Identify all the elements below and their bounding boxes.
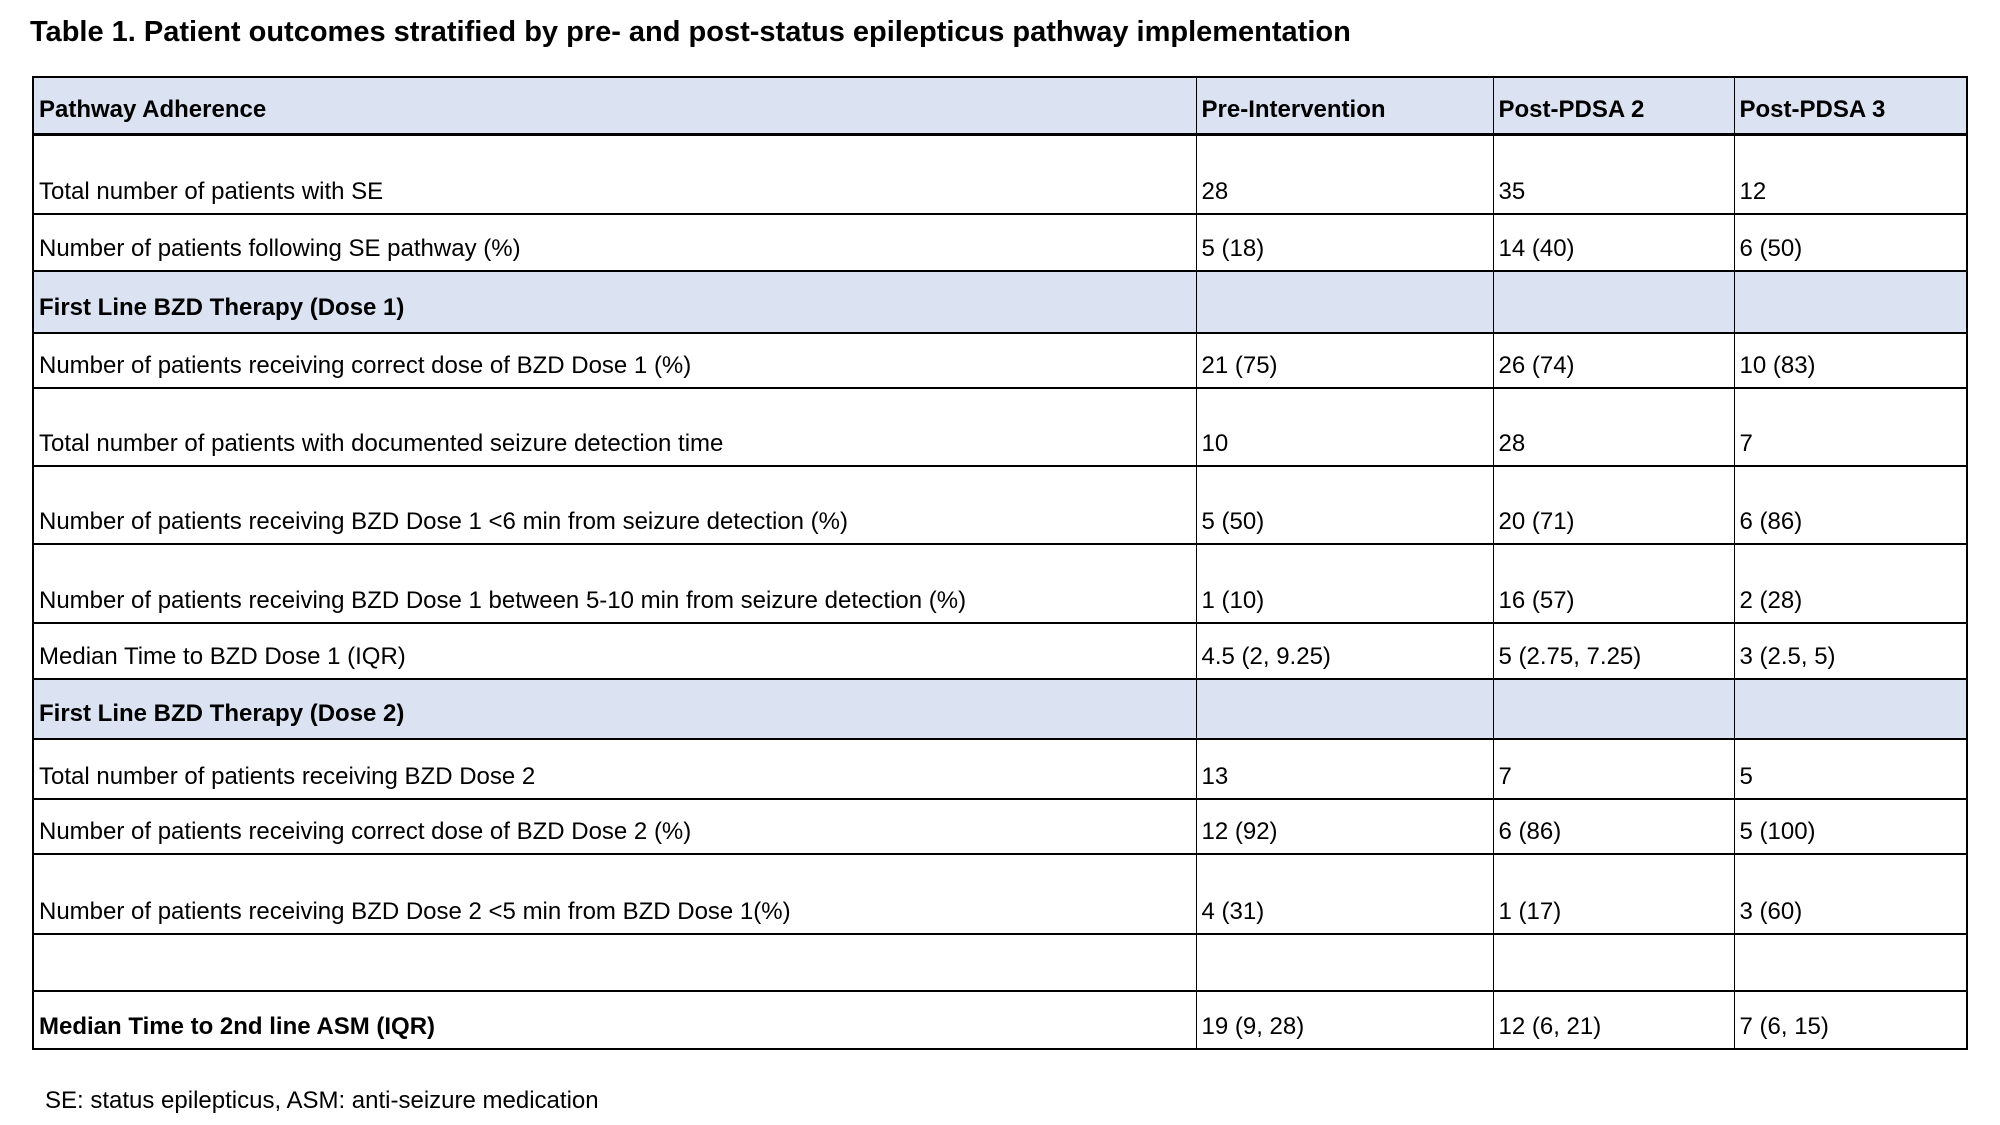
table-row: Number of patients receiving correct dos… (32, 332, 1968, 389)
cell-value: 1 (17) (1492, 853, 1735, 935)
row-label: Median Time to BZD Dose 1 (IQR) (32, 622, 1197, 680)
table-row: Total number of patients with SE 28 35 1… (32, 133, 1968, 215)
row-label: Number of patients receiving correct dos… (32, 798, 1197, 855)
section-header-label: First Line BZD Therapy (Dose 1) (32, 270, 1197, 334)
row-label: Number of patients receiving correct dos… (32, 332, 1197, 389)
cell-value: 20 (71) (1492, 465, 1735, 545)
cell-value: 6 (50) (1733, 213, 1968, 272)
cell-value: 7 (6, 15) (1733, 990, 1968, 1050)
empty-row (32, 933, 1968, 992)
cell-value: 10 (83) (1733, 332, 1968, 389)
cell-value: 19 (9, 28) (1195, 990, 1494, 1050)
section-header-label: First Line BZD Therapy (Dose 2) (32, 678, 1197, 740)
cell-value: 6 (86) (1733, 465, 1968, 545)
column-header-post-pdsa-2: Post-PDSA 2 (1492, 76, 1735, 136)
section-header-row: First Line BZD Therapy (Dose 1) (32, 270, 1968, 334)
cell-value: 3 (60) (1733, 853, 1968, 935)
cell-value: 2 (28) (1733, 543, 1968, 624)
column-header-post-pdsa-3: Post-PDSA 3 (1733, 76, 1968, 136)
cell-empty (1195, 678, 1494, 740)
cell-value: 7 (1733, 387, 1968, 467)
cell-empty (1195, 933, 1494, 992)
cell-value: 4.5 (2, 9.25) (1195, 622, 1494, 680)
cell-value: 7 (1492, 738, 1735, 800)
cell-value: 4 (31) (1195, 853, 1494, 935)
cell-value: 16 (57) (1492, 543, 1735, 624)
table-row: Median Time to BZD Dose 1 (IQR) 4.5 (2, … (32, 622, 1968, 680)
row-label: Number of patients receiving BZD Dose 1 … (32, 543, 1197, 624)
cell-value: 5 (1733, 738, 1968, 800)
cell-value: 28 (1195, 133, 1494, 215)
column-header-pre-intervention: Pre-Intervention (1195, 76, 1494, 136)
table-row: Median Time to 2nd line ASM (IQR) 19 (9,… (32, 990, 1968, 1050)
table-row: Number of patients receiving BZD Dose 2 … (32, 853, 1968, 935)
cell-empty (32, 933, 1197, 992)
row-label: Number of patients receiving BZD Dose 2 … (32, 853, 1197, 935)
section-header-row: First Line BZD Therapy (Dose 2) (32, 678, 1968, 740)
cell-empty (1492, 270, 1735, 334)
cell-value: 28 (1492, 387, 1735, 467)
cell-empty (1733, 678, 1968, 740)
cell-value: 21 (75) (1195, 332, 1494, 389)
row-label: Total number of patients with SE (32, 133, 1197, 215)
cell-empty (1492, 678, 1735, 740)
table-title: Table 1. Patient outcomes stratified by … (30, 16, 1351, 48)
cell-value: 5 (50) (1195, 465, 1494, 545)
table-row: Number of patients following SE pathway … (32, 213, 1968, 272)
cell-value: 10 (1195, 387, 1494, 467)
table-row: Number of patients receiving BZD Dose 1 … (32, 465, 1968, 545)
cell-value: 5 (2.75, 7.25) (1492, 622, 1735, 680)
cell-empty (1195, 270, 1494, 334)
table-row: Total number of patients with documented… (32, 387, 1968, 467)
column-header-pathway-adherence: Pathway Adherence (32, 76, 1197, 136)
row-label: Total number of patients with documented… (32, 387, 1197, 467)
cell-value: 14 (40) (1492, 213, 1735, 272)
cell-value: 12 (1733, 133, 1968, 215)
table-row: Number of patients receiving BZD Dose 1 … (32, 543, 1968, 624)
cell-value: 5 (18) (1195, 213, 1494, 272)
row-label: Number of patients receiving BZD Dose 1 … (32, 465, 1197, 545)
row-label: Total number of patients receiving BZD D… (32, 738, 1197, 800)
cell-value: 3 (2.5, 5) (1733, 622, 1968, 680)
cell-value: 1 (10) (1195, 543, 1494, 624)
cell-empty (1733, 270, 1968, 334)
cell-value: 12 (92) (1195, 798, 1494, 855)
row-label: Number of patients following SE pathway … (32, 213, 1197, 272)
table-row: Number of patients receiving correct dos… (32, 798, 1968, 855)
cell-value: 26 (74) (1492, 332, 1735, 389)
cell-empty (1492, 933, 1735, 992)
cell-empty (1733, 933, 1968, 992)
table-row: Total number of patients receiving BZD D… (32, 738, 1968, 800)
cell-value: 12 (6, 21) (1492, 990, 1735, 1050)
outcomes-table: Pathway Adherence Pre-Intervention Post-… (32, 76, 1968, 1050)
cell-value: 13 (1195, 738, 1494, 800)
cell-value: 5 (100) (1733, 798, 1968, 855)
table-footnote: SE: status epilepticus, ASM: anti-seizur… (45, 1087, 599, 1114)
cell-value: 35 (1492, 133, 1735, 215)
cell-value: 6 (86) (1492, 798, 1735, 855)
header-row: Pathway Adherence Pre-Intervention Post-… (32, 76, 1968, 136)
row-label: Median Time to 2nd line ASM (IQR) (32, 990, 1197, 1050)
